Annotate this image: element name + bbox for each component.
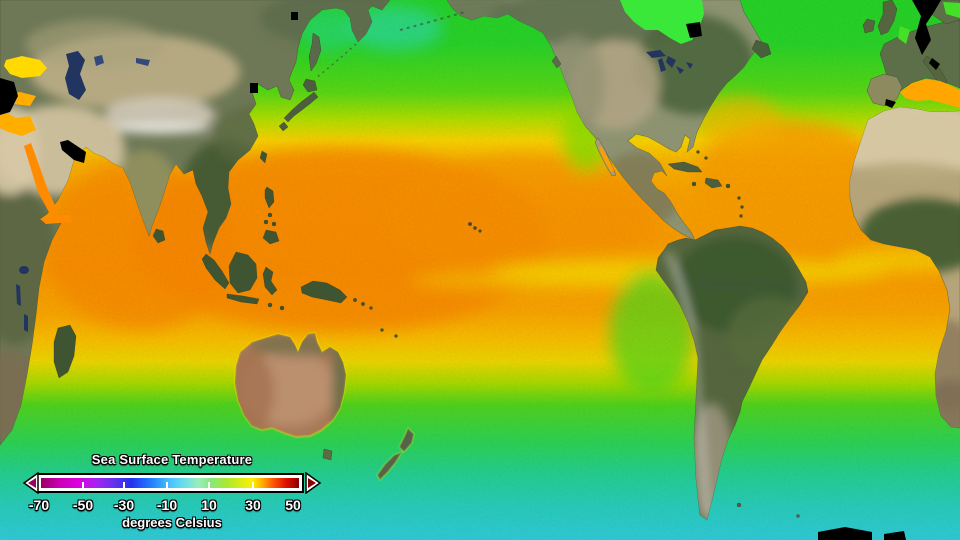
sea-gulf-of-california [599, 146, 614, 172]
colorbar-ticks [82, 482, 254, 488]
island-hokkaido [302, 78, 318, 93]
no-data-persian-gulf [60, 140, 86, 163]
inland-water-layer [0, 0, 960, 332]
island-luzon [264, 186, 275, 209]
tick-label: 30 [245, 497, 261, 513]
lake-balkhash [136, 58, 150, 66]
tick-label: -30 [113, 497, 135, 513]
water-baltic-gulfs [898, 2, 960, 44]
island-nz-north [397, 426, 416, 454]
no-data-levant [0, 78, 18, 115]
tick-label: -10 [156, 497, 178, 513]
sea-mediterranean [900, 79, 960, 108]
island-sakhalin [308, 32, 322, 72]
island-mindanao [262, 229, 280, 245]
island-vancouver [551, 55, 562, 69]
island-ireland [862, 18, 876, 34]
tick-label: 10 [201, 497, 217, 513]
tick-label: -70 [28, 497, 50, 513]
island-hispaniola [704, 177, 723, 189]
colorbar-arrow-right-fill [308, 478, 316, 488]
island-java [226, 293, 260, 305]
no-data-okhotsk [291, 12, 298, 20]
no-data-antarctic-2 [884, 531, 906, 540]
island-sri-lanka [152, 228, 166, 244]
tick-label: 50 [285, 497, 301, 513]
peninsula-iberia [866, 73, 903, 107]
island-honshu [283, 91, 319, 123]
island-tasmania [322, 448, 333, 461]
no-data-antarctic-1 [818, 527, 872, 540]
island-nz-south [375, 450, 405, 482]
island-cuba [667, 161, 703, 173]
lakes-african-rift [16, 266, 29, 332]
island-sumatra [201, 253, 230, 290]
lake-aral [94, 55, 104, 66]
no-data-baltic [912, 0, 941, 55]
no-data-gibraltar [885, 99, 896, 108]
island-taiwan [259, 150, 268, 164]
island-sulawesi [262, 266, 278, 296]
island-madagascar [53, 324, 77, 379]
no-data-hudson [686, 22, 702, 38]
no-data-adriatic [929, 58, 940, 70]
sst-legend: Sea Surface Temperature -70 -50 -30 [22, 452, 322, 530]
sea-red-sea [24, 143, 58, 216]
island-newfoundland [751, 39, 772, 59]
legend-units: degrees Celsius [122, 515, 222, 530]
lakes-great-lakes [646, 50, 693, 74]
sea-gulf-of-aden [40, 215, 72, 224]
island-kyushu [278, 121, 289, 132]
legend-tick-labels: -70 -50 -30 -10 10 30 50 [22, 497, 322, 513]
island-great-britain [877, 0, 898, 36]
lake-caspian [65, 51, 86, 100]
legend-title: Sea Surface Temperature [91, 452, 253, 467]
island-new-guinea [300, 280, 348, 304]
island-borneo [228, 251, 258, 294]
legend-colorbar [22, 471, 322, 495]
colorbar-gradient [41, 478, 299, 488]
colorbar-arrow-left-fill [28, 478, 36, 488]
tick-label: -50 [72, 497, 94, 513]
islands-kuril-arc [315, 43, 357, 79]
no-data-korea-east [250, 83, 258, 93]
sea-hudson-bay [620, 0, 704, 44]
sea-black-sea [4, 56, 47, 78]
